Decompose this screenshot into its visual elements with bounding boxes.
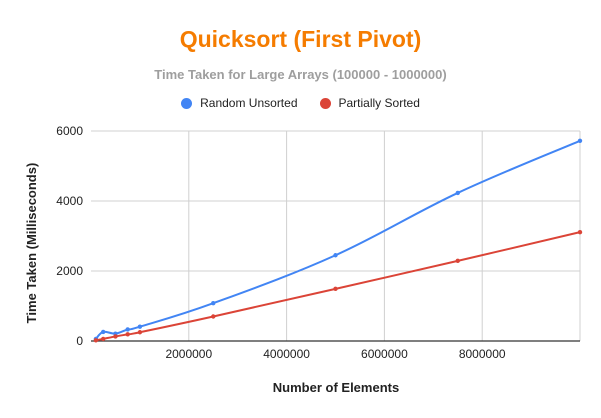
legend-item-partially-sorted[interactable]: Partially Sorted [319, 96, 420, 110]
series-line-partially-sorted [94, 231, 581, 342]
series-line-random-unsorted [94, 139, 581, 340]
legend-marker-random-unsorted [181, 97, 193, 109]
data-point-random-unsorted [577, 138, 583, 143]
data-point-partially-sorted [333, 286, 338, 292]
data-point-partially-sorted [455, 258, 460, 264]
y-axis-label: Time Taken (Milliseconds) [24, 163, 39, 324]
chart-subtitle: Time Taken for Large Arrays (100000 - 10… [154, 67, 447, 82]
data-point-random-unsorted [101, 329, 106, 335]
x-tick-label: 2000000 [165, 347, 212, 361]
data-point-random-unsorted [455, 190, 460, 196]
data-point-partially-sorted [101, 336, 106, 342]
y-tick-label: 2000 [56, 264, 83, 278]
x-tick-label: 8000000 [459, 347, 506, 361]
y-tick-label: 0 [76, 334, 83, 348]
x-tick-label: 6000000 [361, 347, 408, 361]
legend-label-random-unsorted: Random Unsorted [200, 96, 298, 110]
x-tick-label: 4000000 [263, 347, 310, 361]
data-point-random-unsorted [125, 327, 130, 332]
chart-legend: Random Unsorted Partially Sorted [0, 96, 601, 110]
legend-marker-partially-sorted [319, 97, 331, 109]
data-point-partially-sorted [577, 229, 583, 235]
data-point-partially-sorted [211, 314, 216, 319]
y-tick-label: 6000 [56, 124, 83, 138]
y-tick-label: 4000 [56, 194, 83, 208]
data-point-random-unsorted [137, 324, 143, 329]
data-point-partially-sorted [113, 334, 118, 339]
data-point-partially-sorted [125, 332, 130, 337]
data-point-random-unsorted [333, 253, 338, 258]
axis-layer: 0 2000 4000 6000 2000000 4000000 6000000 800000… [56, 124, 580, 361]
legend-label-partially-sorted: Partially Sorted [338, 96, 420, 110]
data-point-partially-sorted [93, 338, 99, 343]
data-point-random-unsorted [211, 301, 216, 306]
legend-item-random-unsorted[interactable]: Random Unsorted [181, 96, 298, 110]
x-axis-label: Number of Elements [273, 380, 399, 395]
grid-layer [91, 130, 581, 341]
series-layer [93, 138, 583, 343]
chart-title: Quicksort (First Pivot) [179, 26, 422, 52]
data-point-partially-sorted [137, 330, 143, 335]
